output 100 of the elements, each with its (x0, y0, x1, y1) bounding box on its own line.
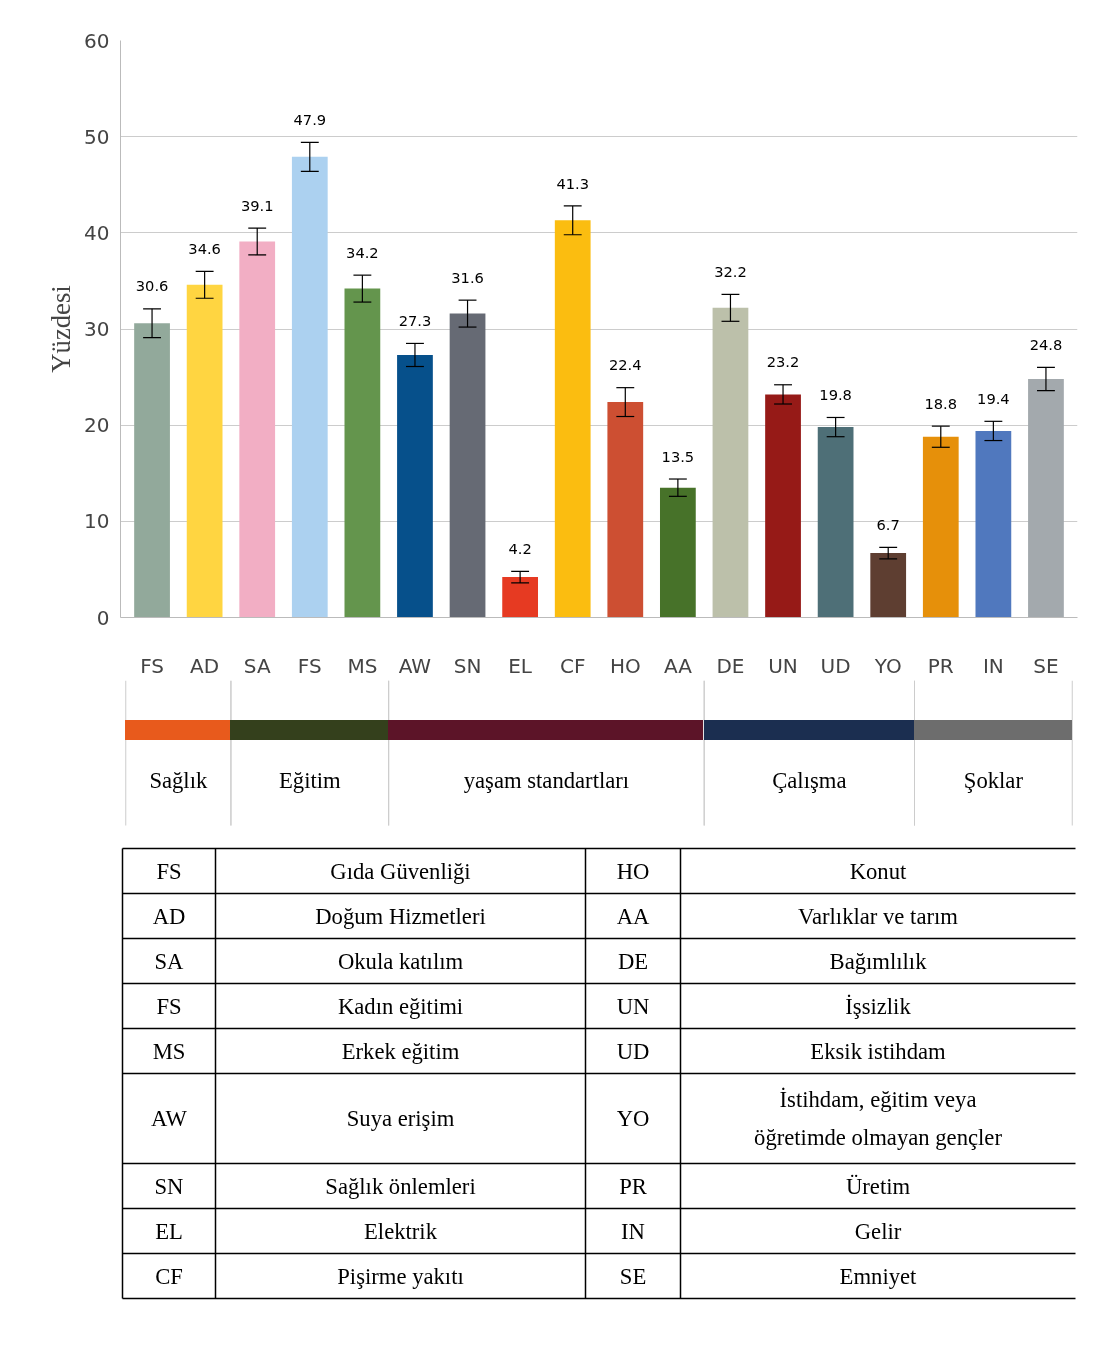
text: MS (152, 1038, 186, 1064)
data-label: 4.2 (508, 540, 532, 558)
bar (660, 487, 696, 618)
x-tick-label: SE (1033, 653, 1059, 678)
text: IN (621, 1218, 645, 1244)
data-label: 23.2 (766, 353, 800, 371)
x-tick-label: SA (243, 653, 271, 678)
text: Konut (849, 858, 908, 884)
bar (239, 241, 276, 618)
x-tick-label: PR (927, 653, 954, 678)
text: FS (156, 993, 182, 1019)
data-label: 24.8 (1029, 336, 1063, 354)
data-label: 27.3 (398, 312, 432, 330)
x-tick-label: UD (820, 653, 851, 678)
x-tick-label: YO (873, 653, 902, 678)
bar (922, 436, 959, 618)
x-tick-label: HO (609, 653, 641, 678)
x-tick-label: EL (508, 653, 533, 678)
text: EL (155, 1218, 183, 1244)
data-label: 19.8 (819, 386, 852, 404)
text: Varlıklar ve tarım (798, 903, 959, 929)
data-label: 19.4 (977, 390, 1010, 408)
bar (712, 307, 749, 618)
text: Bağımlılık (829, 948, 928, 974)
x-tick-label: SN (453, 653, 482, 678)
text: Üretim (845, 1173, 911, 1199)
text: Sağlık (149, 768, 208, 793)
text: Gelir (854, 1218, 902, 1244)
data-label: 47.9 (293, 111, 327, 129)
x-tick-label: FS (297, 653, 322, 678)
data-label: 34.6 (188, 239, 221, 257)
data-label: 39.1 (240, 196, 274, 214)
bar (502, 577, 538, 618)
text: Doğum Hizmetleri (315, 903, 486, 929)
data-label: 30.6 (135, 277, 169, 295)
bar (765, 394, 801, 618)
text: Gıda Güvenliği (330, 858, 471, 884)
text: UD (616, 1038, 650, 1064)
bar (870, 553, 907, 618)
text: Eksik istihdam (810, 1038, 947, 1064)
y-tick-label: 20 (84, 413, 110, 438)
data-label: 31.6 (451, 268, 484, 286)
text: Emniyet (839, 1263, 918, 1289)
bar (817, 427, 854, 618)
text: HO (616, 858, 650, 884)
text: AA (616, 903, 650, 929)
text: AW (151, 1106, 188, 1131)
text: İşsizlik (845, 993, 912, 1019)
text: UN (616, 993, 650, 1019)
bar (1028, 379, 1064, 618)
text: SN (154, 1173, 184, 1199)
data-label: 22.4 (608, 356, 642, 374)
y-tick-label: 40 (84, 220, 110, 245)
text: Eğitim (278, 768, 342, 793)
y-tick-label: 50 (84, 124, 110, 149)
x-tick-label: FS (140, 653, 164, 678)
text: Kadın eğitimi (337, 993, 464, 1019)
x-tick-label: DE (716, 653, 745, 678)
data-label: 41.3 (556, 174, 590, 192)
y-axis-title: Yüzdesi (46, 285, 77, 373)
x-tick-label: UN (768, 653, 798, 678)
bar (291, 156, 328, 618)
x-tick-label: CF (559, 653, 586, 678)
bar (186, 284, 223, 618)
text: PR (619, 1173, 648, 1199)
text: Okula katılım (337, 948, 464, 974)
data-label: 6.7 (876, 515, 900, 533)
text: yaşam standartları (463, 768, 630, 793)
text: İstihdam, eğitim veya öğretimde olmayan gençler (754, 1087, 1003, 1150)
data-label: 18.8 (924, 394, 958, 412)
bar (397, 354, 433, 618)
text: Suya erişim (346, 1106, 455, 1131)
data-label: 13.5 (661, 447, 695, 465)
bar (554, 220, 591, 618)
x-tick-label: AW (398, 653, 432, 678)
y-tick-label: 60 (84, 28, 110, 53)
text: SA (154, 948, 185, 974)
text: Erkek eğitim (341, 1038, 460, 1064)
y-tick-label: 0 (96, 605, 110, 630)
bar (134, 323, 170, 618)
y-tick-label: 30 (84, 317, 110, 341)
bar (344, 288, 381, 618)
text: FS (156, 858, 182, 884)
text: AD (152, 903, 186, 929)
text: YO (616, 1106, 650, 1131)
text: DE (617, 948, 649, 974)
text: CF (155, 1263, 183, 1289)
bar (449, 313, 486, 618)
bar (607, 402, 644, 618)
x-tick-label: AD (190, 653, 220, 678)
text: Elektrik (364, 1218, 438, 1244)
x-tick-label: IN (982, 653, 1004, 678)
x-tick-label: MS (347, 653, 378, 678)
bar (975, 430, 1012, 618)
text: SE (619, 1263, 647, 1289)
x-tick-label: AA (663, 653, 693, 678)
text: Çalışma (772, 768, 847, 793)
data-label: 32.2 (714, 263, 747, 281)
data-label: 34.2 (346, 243, 379, 261)
text: Sağlık önlemleri (325, 1173, 476, 1199)
